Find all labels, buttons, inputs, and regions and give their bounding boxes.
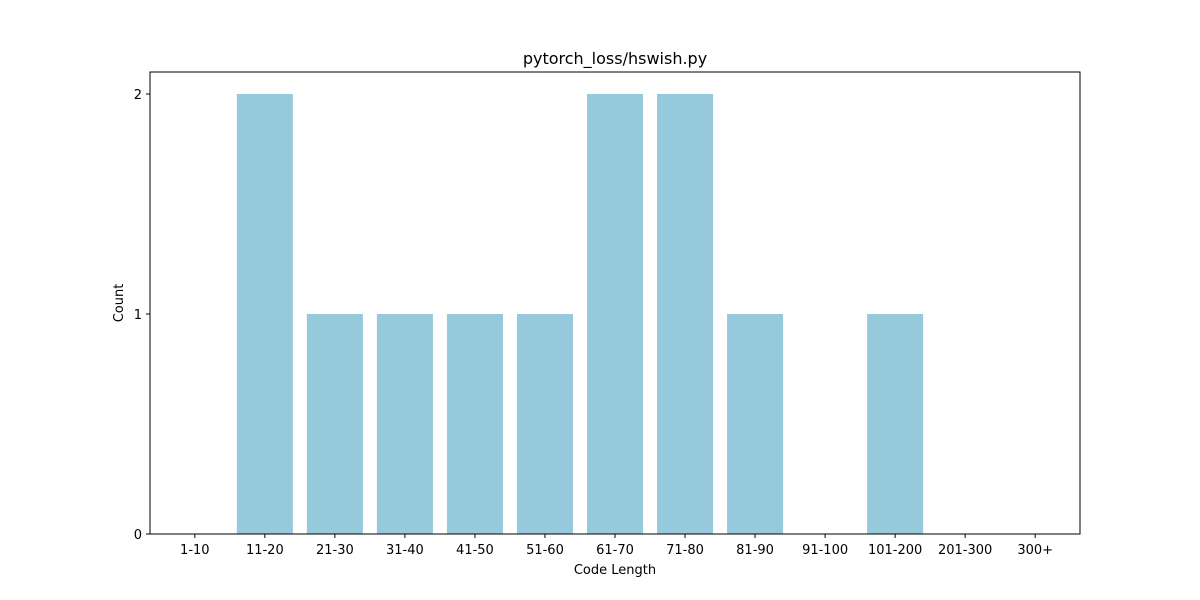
bar-71-80 xyxy=(657,94,714,534)
x-tick-label: 201-300 xyxy=(938,543,992,558)
x-tick-label: 300+ xyxy=(1017,543,1053,558)
y-tick-label: 0 xyxy=(134,528,142,543)
bar-21-30 xyxy=(306,314,363,534)
y-axis: 0 1 2 xyxy=(134,88,150,543)
x-tick-label: 91-100 xyxy=(802,543,848,558)
x-tick-label: 21-30 xyxy=(316,543,354,558)
x-tick-label: 11-20 xyxy=(246,543,284,558)
bar-31-40 xyxy=(376,314,433,534)
x-tick-label: 71-80 xyxy=(666,543,704,558)
y-tick-label: 1 xyxy=(134,308,142,323)
x-tick-label: 101-200 xyxy=(868,543,922,558)
y-axis-label: Count xyxy=(112,284,127,323)
x-axis-label: Code Length xyxy=(574,563,656,578)
y-tick-label: 2 xyxy=(134,88,142,103)
bar-41-50 xyxy=(446,314,503,534)
bars-group xyxy=(236,94,924,534)
bar-81-90 xyxy=(727,314,784,534)
x-tick-label: 1-10 xyxy=(180,543,210,558)
x-tick-label: 31-40 xyxy=(386,543,424,558)
x-tick-label: 81-90 xyxy=(736,543,774,558)
x-tick-label: 61-70 xyxy=(596,543,634,558)
chart-title: pytorch_loss/hswish.py xyxy=(523,49,707,69)
x-axis: 1-10 11-20 21-30 31-40 41-50 51-60 61-70 71-80 8… xyxy=(180,534,1053,558)
bar-11-20 xyxy=(236,94,293,534)
x-tick-label: 41-50 xyxy=(456,543,494,558)
bar-51-60 xyxy=(516,314,573,534)
bar-61-70 xyxy=(586,94,644,534)
x-tick-label: 51-60 xyxy=(526,543,564,558)
bar-101-200 xyxy=(867,314,924,534)
